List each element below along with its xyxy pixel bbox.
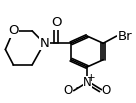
Text: O: O xyxy=(51,16,61,29)
Text: O: O xyxy=(8,24,19,37)
Text: Br: Br xyxy=(118,30,133,43)
Text: +: + xyxy=(87,73,95,83)
Text: O: O xyxy=(63,84,72,97)
Text: -: - xyxy=(75,83,79,93)
Text: N: N xyxy=(39,37,49,50)
Text: N: N xyxy=(83,76,92,89)
Text: O: O xyxy=(102,84,111,97)
